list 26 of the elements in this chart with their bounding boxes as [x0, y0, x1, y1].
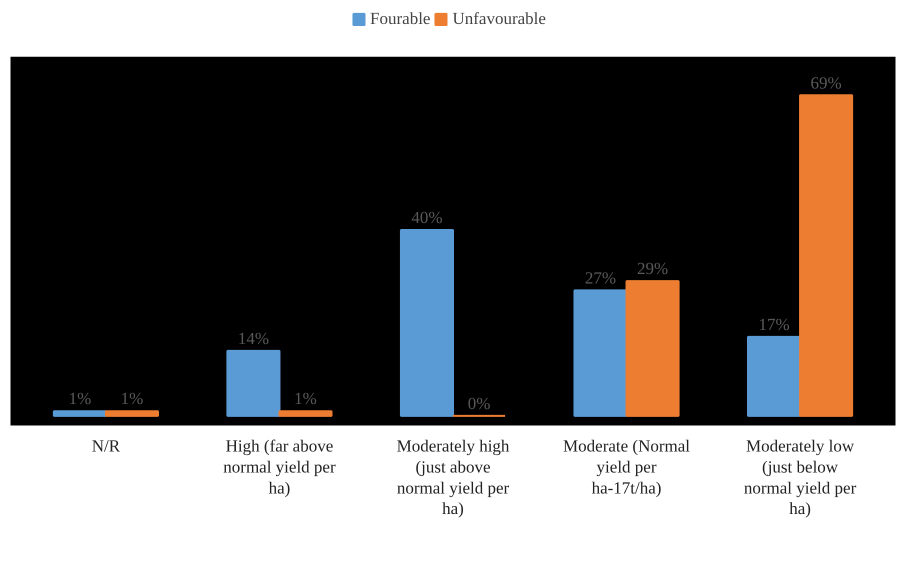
data-label: 0%: [468, 394, 490, 413]
data-label: 1%: [120, 389, 144, 408]
bar: [747, 336, 802, 417]
bar: [400, 229, 454, 417]
data-label: 29%: [636, 259, 668, 278]
data-label: 17%: [758, 314, 790, 334]
data-label: 1%: [68, 389, 92, 408]
bar: [226, 350, 280, 417]
legend-label: Fourable: [370, 9, 430, 29]
bar: [626, 280, 680, 417]
bar: [799, 94, 854, 417]
bar: [573, 289, 628, 417]
data-label: 1%: [294, 389, 317, 408]
x-tick-label: Moderately high (just above normal yield per ha): [396, 436, 510, 518]
x-tick-label: Moderate (Normal yield per ha-17t/ha): [563, 436, 690, 498]
data-label: 27%: [584, 268, 616, 288]
x-tick-label: High (far above normal yield per ha): [223, 436, 336, 498]
x-tick-label: N/R: [92, 436, 121, 456]
bar: [52, 410, 107, 417]
bar: [104, 410, 159, 417]
data-label: 40%: [411, 208, 443, 228]
legend-label: Unfavourable: [452, 9, 546, 29]
bar: [278, 410, 333, 417]
data-label: 69%: [810, 73, 842, 92]
x-tick-label: Moderately low (just below normal yield per ha): [744, 436, 857, 518]
data-label: 14%: [238, 328, 270, 348]
